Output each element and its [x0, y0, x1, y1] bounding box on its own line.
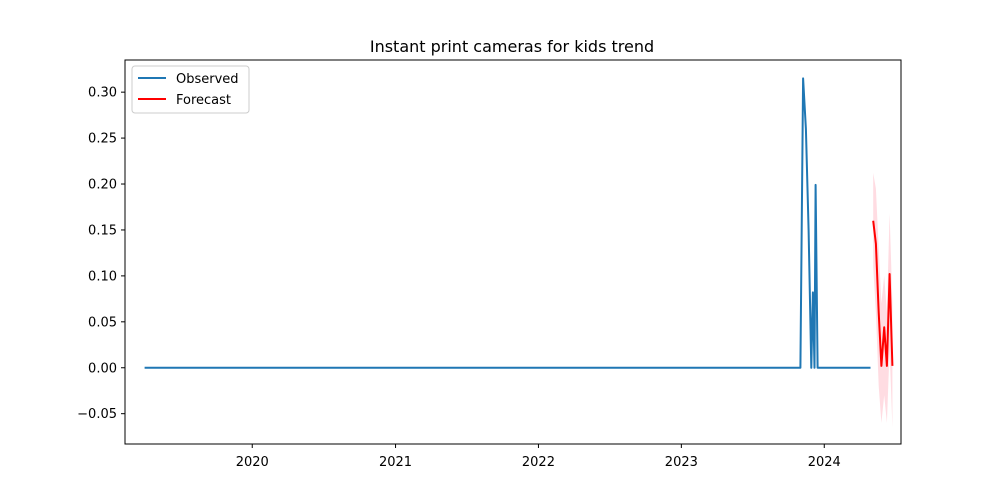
x-tick-label: 2020 [236, 455, 269, 470]
y-tick-label: 0.15 [88, 223, 117, 238]
chart-title: Instant print cameras for kids trend [370, 37, 654, 56]
x-tick-label: 2023 [665, 455, 698, 470]
y-tick-label: 0.30 [88, 86, 117, 101]
series-line-forecast [872, 220, 894, 367]
plot-area-frame [124, 59, 902, 445]
y-axis: 0.30 0.25 0.20 0.15 0.10 0.05 0.00 −0.05 [77, 86, 125, 422]
y-tick-label: 0.10 [88, 269, 117, 284]
x-axis: 2020 2021 2022 2023 2024 [236, 444, 841, 470]
x-tick-label: 2022 [522, 455, 555, 470]
y-tick-label: 0.05 [88, 315, 117, 330]
legend: Observed Forecast [131, 65, 250, 114]
series-line-observed [144, 77, 871, 369]
y-tick-label: −0.05 [77, 407, 117, 422]
y-tick-label: 0.25 [88, 132, 117, 147]
series-layer [144, 77, 894, 369]
y-tick-label: 0.00 [88, 361, 117, 376]
x-tick-label: 2021 [379, 455, 412, 470]
legend-label-observed: Observed [176, 72, 239, 87]
legend-label-forecast: Forecast [176, 93, 231, 108]
y-tick-label: 0.20 [88, 178, 117, 193]
x-tick-label: 2024 [808, 455, 841, 470]
